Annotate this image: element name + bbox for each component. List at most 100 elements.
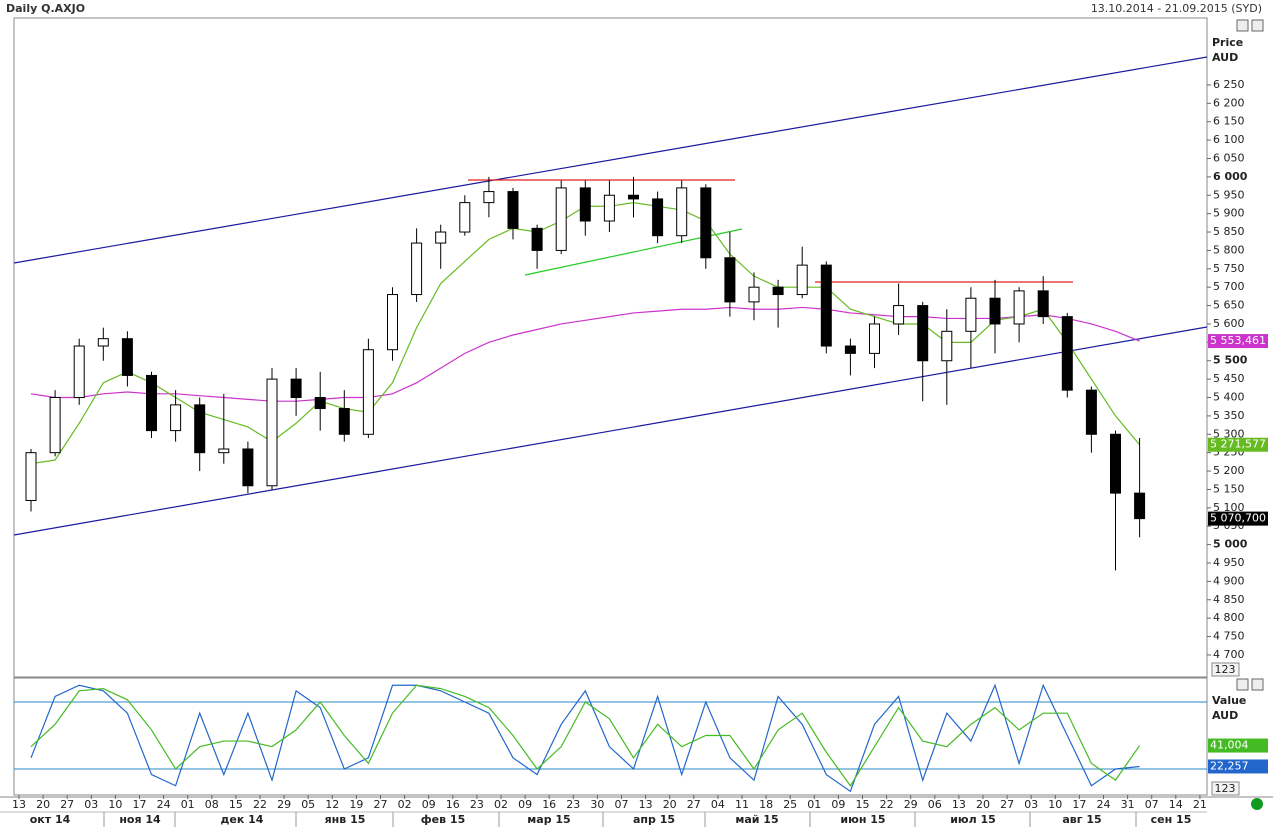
month-label: апр 15 — [633, 813, 675, 826]
y-tick-label: 5 100 — [1213, 501, 1245, 514]
value-badge-label: 41,004 — [1210, 739, 1249, 752]
candle-body — [242, 448, 254, 487]
month-label: дек 14 — [221, 813, 264, 826]
candle-body — [700, 187, 712, 259]
scale-button-label[interactable]: 123 — [1215, 663, 1236, 676]
axis-unit: AUD — [1212, 51, 1238, 64]
x-tick-label: 29 — [277, 798, 291, 811]
x-tick-label: 27 — [1000, 798, 1014, 811]
x-tick-label: 20 — [663, 798, 677, 811]
y-tick-label: 6 050 — [1213, 151, 1245, 164]
candle-body — [917, 305, 929, 362]
candle-body — [121, 338, 133, 376]
axis-unit: AUD — [1212, 709, 1238, 722]
candle-body — [314, 397, 326, 410]
candle-body — [362, 349, 374, 435]
x-tick-label: 24 — [157, 798, 171, 811]
oscillator-line — [30, 684, 1141, 787]
x-tick-label: 15 — [229, 798, 243, 811]
candle-body — [507, 191, 519, 229]
axis-title: Price — [1212, 36, 1243, 49]
x-tick-label: 31 — [1121, 798, 1135, 811]
candle-body — [579, 187, 591, 222]
x-tick-label: 27 — [374, 798, 388, 811]
x-tick-label: 03 — [84, 798, 98, 811]
oscillator-line — [30, 683, 1140, 793]
date-range: 13.10.2014 - 21.09.2015 (SYD) — [1091, 2, 1262, 15]
y-tick-label: 5 850 — [1213, 225, 1245, 238]
axis-title: Value — [1212, 694, 1246, 707]
candle-body — [1134, 492, 1146, 520]
restore-button[interactable] — [1236, 678, 1249, 691]
y-tick-label: 5 700 — [1213, 280, 1245, 293]
y-tick-label: 5 350 — [1213, 409, 1245, 422]
close-button[interactable] — [1251, 678, 1264, 691]
candle-body — [266, 378, 278, 487]
y-tick-label: 6 150 — [1213, 115, 1245, 128]
y-tick-label: 5 150 — [1213, 482, 1245, 495]
scale-button[interactable] — [1211, 662, 1240, 677]
x-tick-label: 13 — [639, 798, 653, 811]
y-tick-label: 5 200 — [1213, 464, 1245, 477]
x-tick-label: 22 — [880, 798, 894, 811]
x-tick-label: 27 — [687, 798, 701, 811]
y-tick-label: 5 800 — [1213, 243, 1245, 256]
price-frame — [13, 17, 1208, 678]
x-tick-label: 09 — [831, 798, 845, 811]
x-tick-label: 10 — [108, 798, 122, 811]
month-label: янв 15 — [325, 813, 366, 826]
x-tick-label: 02 — [494, 798, 508, 811]
y-tick-label: 6 000 — [1213, 170, 1248, 183]
value-badge — [1208, 334, 1268, 349]
candle-body — [941, 330, 953, 362]
value-badge — [1208, 437, 1268, 452]
candle-body — [218, 448, 230, 454]
x-tick-label: 01 — [807, 798, 821, 811]
y-tick-label: 5 950 — [1213, 188, 1245, 201]
y-tick-label: 6 250 — [1213, 78, 1245, 91]
x-tick-label: 16 — [446, 798, 460, 811]
x-tick-label: 09 — [422, 798, 436, 811]
candle-body — [49, 397, 61, 454]
value-badge — [1208, 759, 1268, 774]
candle-body — [1085, 389, 1097, 435]
y-tick-label: 4 700 — [1213, 648, 1245, 661]
y-tick-label: 4 800 — [1213, 611, 1245, 624]
candle-body — [411, 242, 423, 296]
y-tick-label: 4 900 — [1213, 574, 1245, 587]
x-tick-label: 13 — [12, 798, 26, 811]
x-tick-label: 23 — [470, 798, 484, 811]
scale-button[interactable] — [1211, 781, 1240, 796]
month-label: май 15 — [735, 813, 778, 826]
x-tick-label: 11 — [735, 798, 749, 811]
y-tick-label: 5 750 — [1213, 262, 1245, 275]
month-label: июл 15 — [950, 813, 996, 826]
x-tick-label: 25 — [783, 798, 797, 811]
scale-button-label[interactable]: 123 — [1215, 782, 1236, 795]
candle-body — [459, 202, 471, 233]
candle-body — [1013, 290, 1025, 325]
restore-button[interactable] — [1236, 19, 1249, 32]
y-tick-label: 5 300 — [1213, 427, 1245, 440]
candle-body — [796, 264, 808, 296]
candle-body — [338, 408, 350, 435]
candle-body — [97, 338, 109, 347]
chart-title: Daily Q.AXJO — [6, 2, 85, 15]
month-label: окт 14 — [30, 813, 71, 826]
y-tick-label: 4 850 — [1213, 593, 1245, 606]
candle-body — [893, 305, 905, 325]
channel-lower — [13, 326, 1208, 536]
candle-body — [1061, 316, 1073, 391]
close-button[interactable] — [1251, 19, 1264, 32]
oscillator-frame — [13, 677, 1208, 796]
month-label: ноя 14 — [119, 813, 161, 826]
candle-body — [387, 294, 398, 351]
panel-buttons[interactable] — [1236, 19, 1264, 691]
x-tick-label: 02 — [398, 798, 412, 811]
candle-body — [844, 345, 856, 354]
month-label: сен 15 — [1151, 813, 1192, 826]
moving-average — [30, 306, 1140, 402]
x-tick-label: 07 — [1145, 798, 1159, 811]
